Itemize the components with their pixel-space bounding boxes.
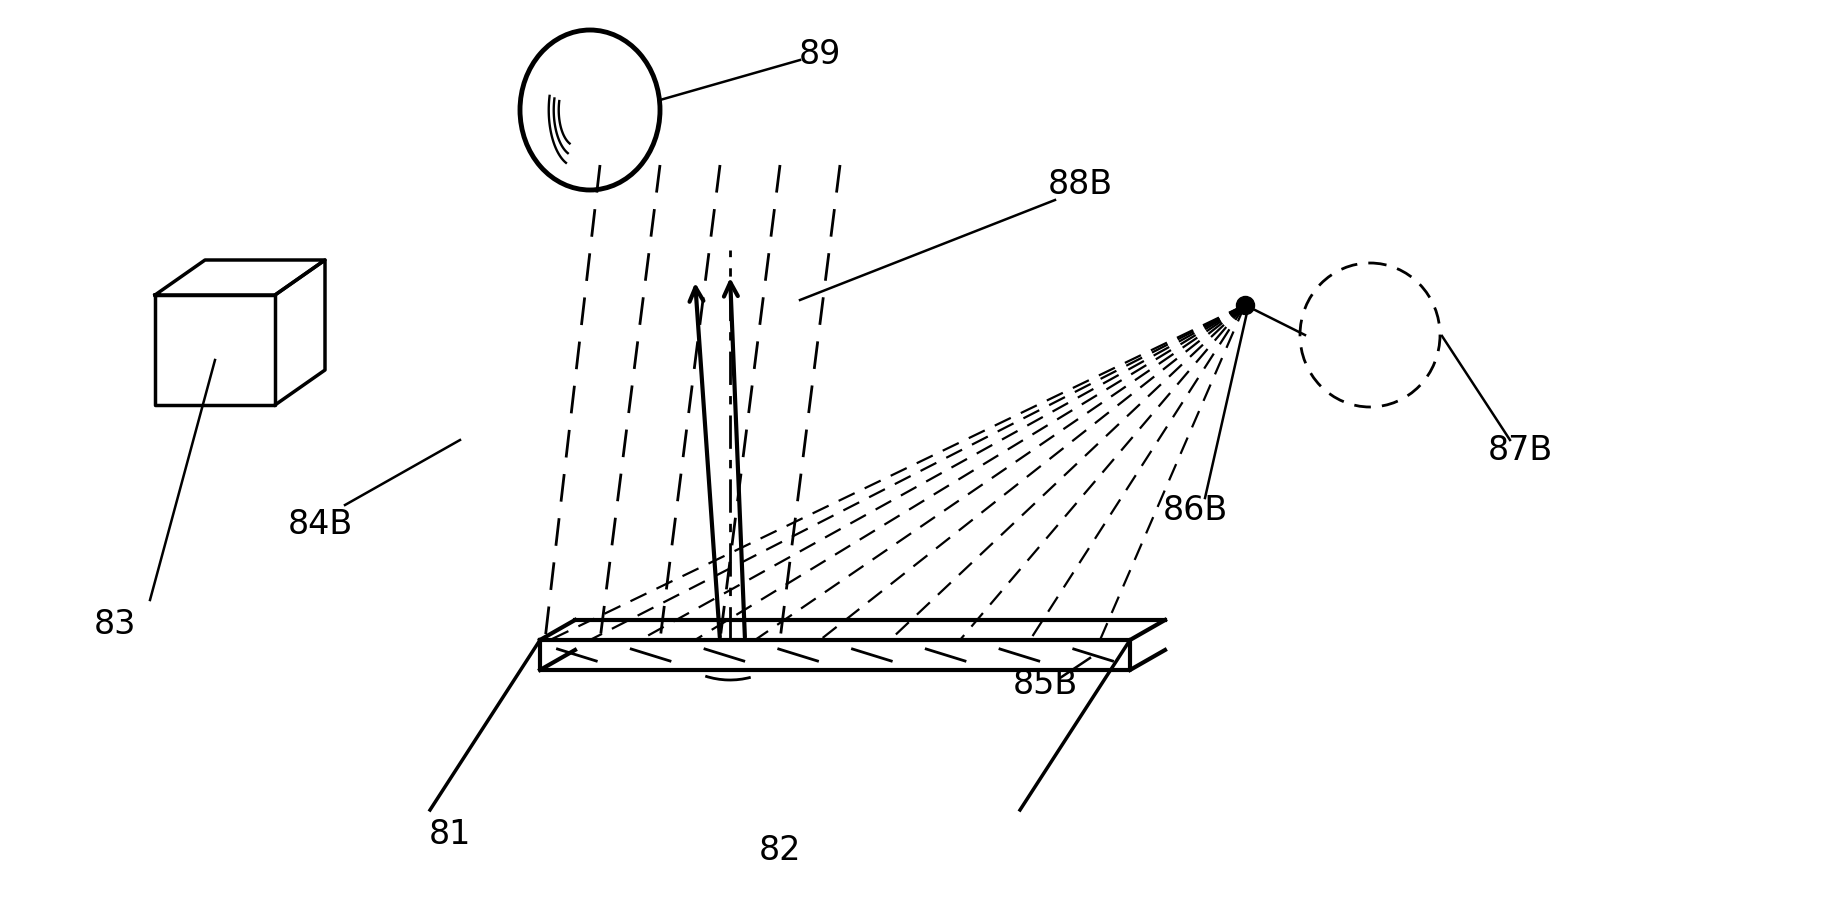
Text: 84B: 84B bbox=[288, 509, 352, 542]
Text: 82: 82 bbox=[758, 833, 800, 867]
Text: 83: 83 bbox=[93, 608, 137, 641]
Text: 87B: 87B bbox=[1486, 434, 1551, 466]
Text: 88B: 88B bbox=[1046, 169, 1112, 201]
Text: 89: 89 bbox=[798, 39, 840, 71]
Text: 85B: 85B bbox=[1012, 668, 1077, 701]
Text: 86B: 86B bbox=[1161, 494, 1227, 526]
Text: 81: 81 bbox=[428, 819, 470, 852]
